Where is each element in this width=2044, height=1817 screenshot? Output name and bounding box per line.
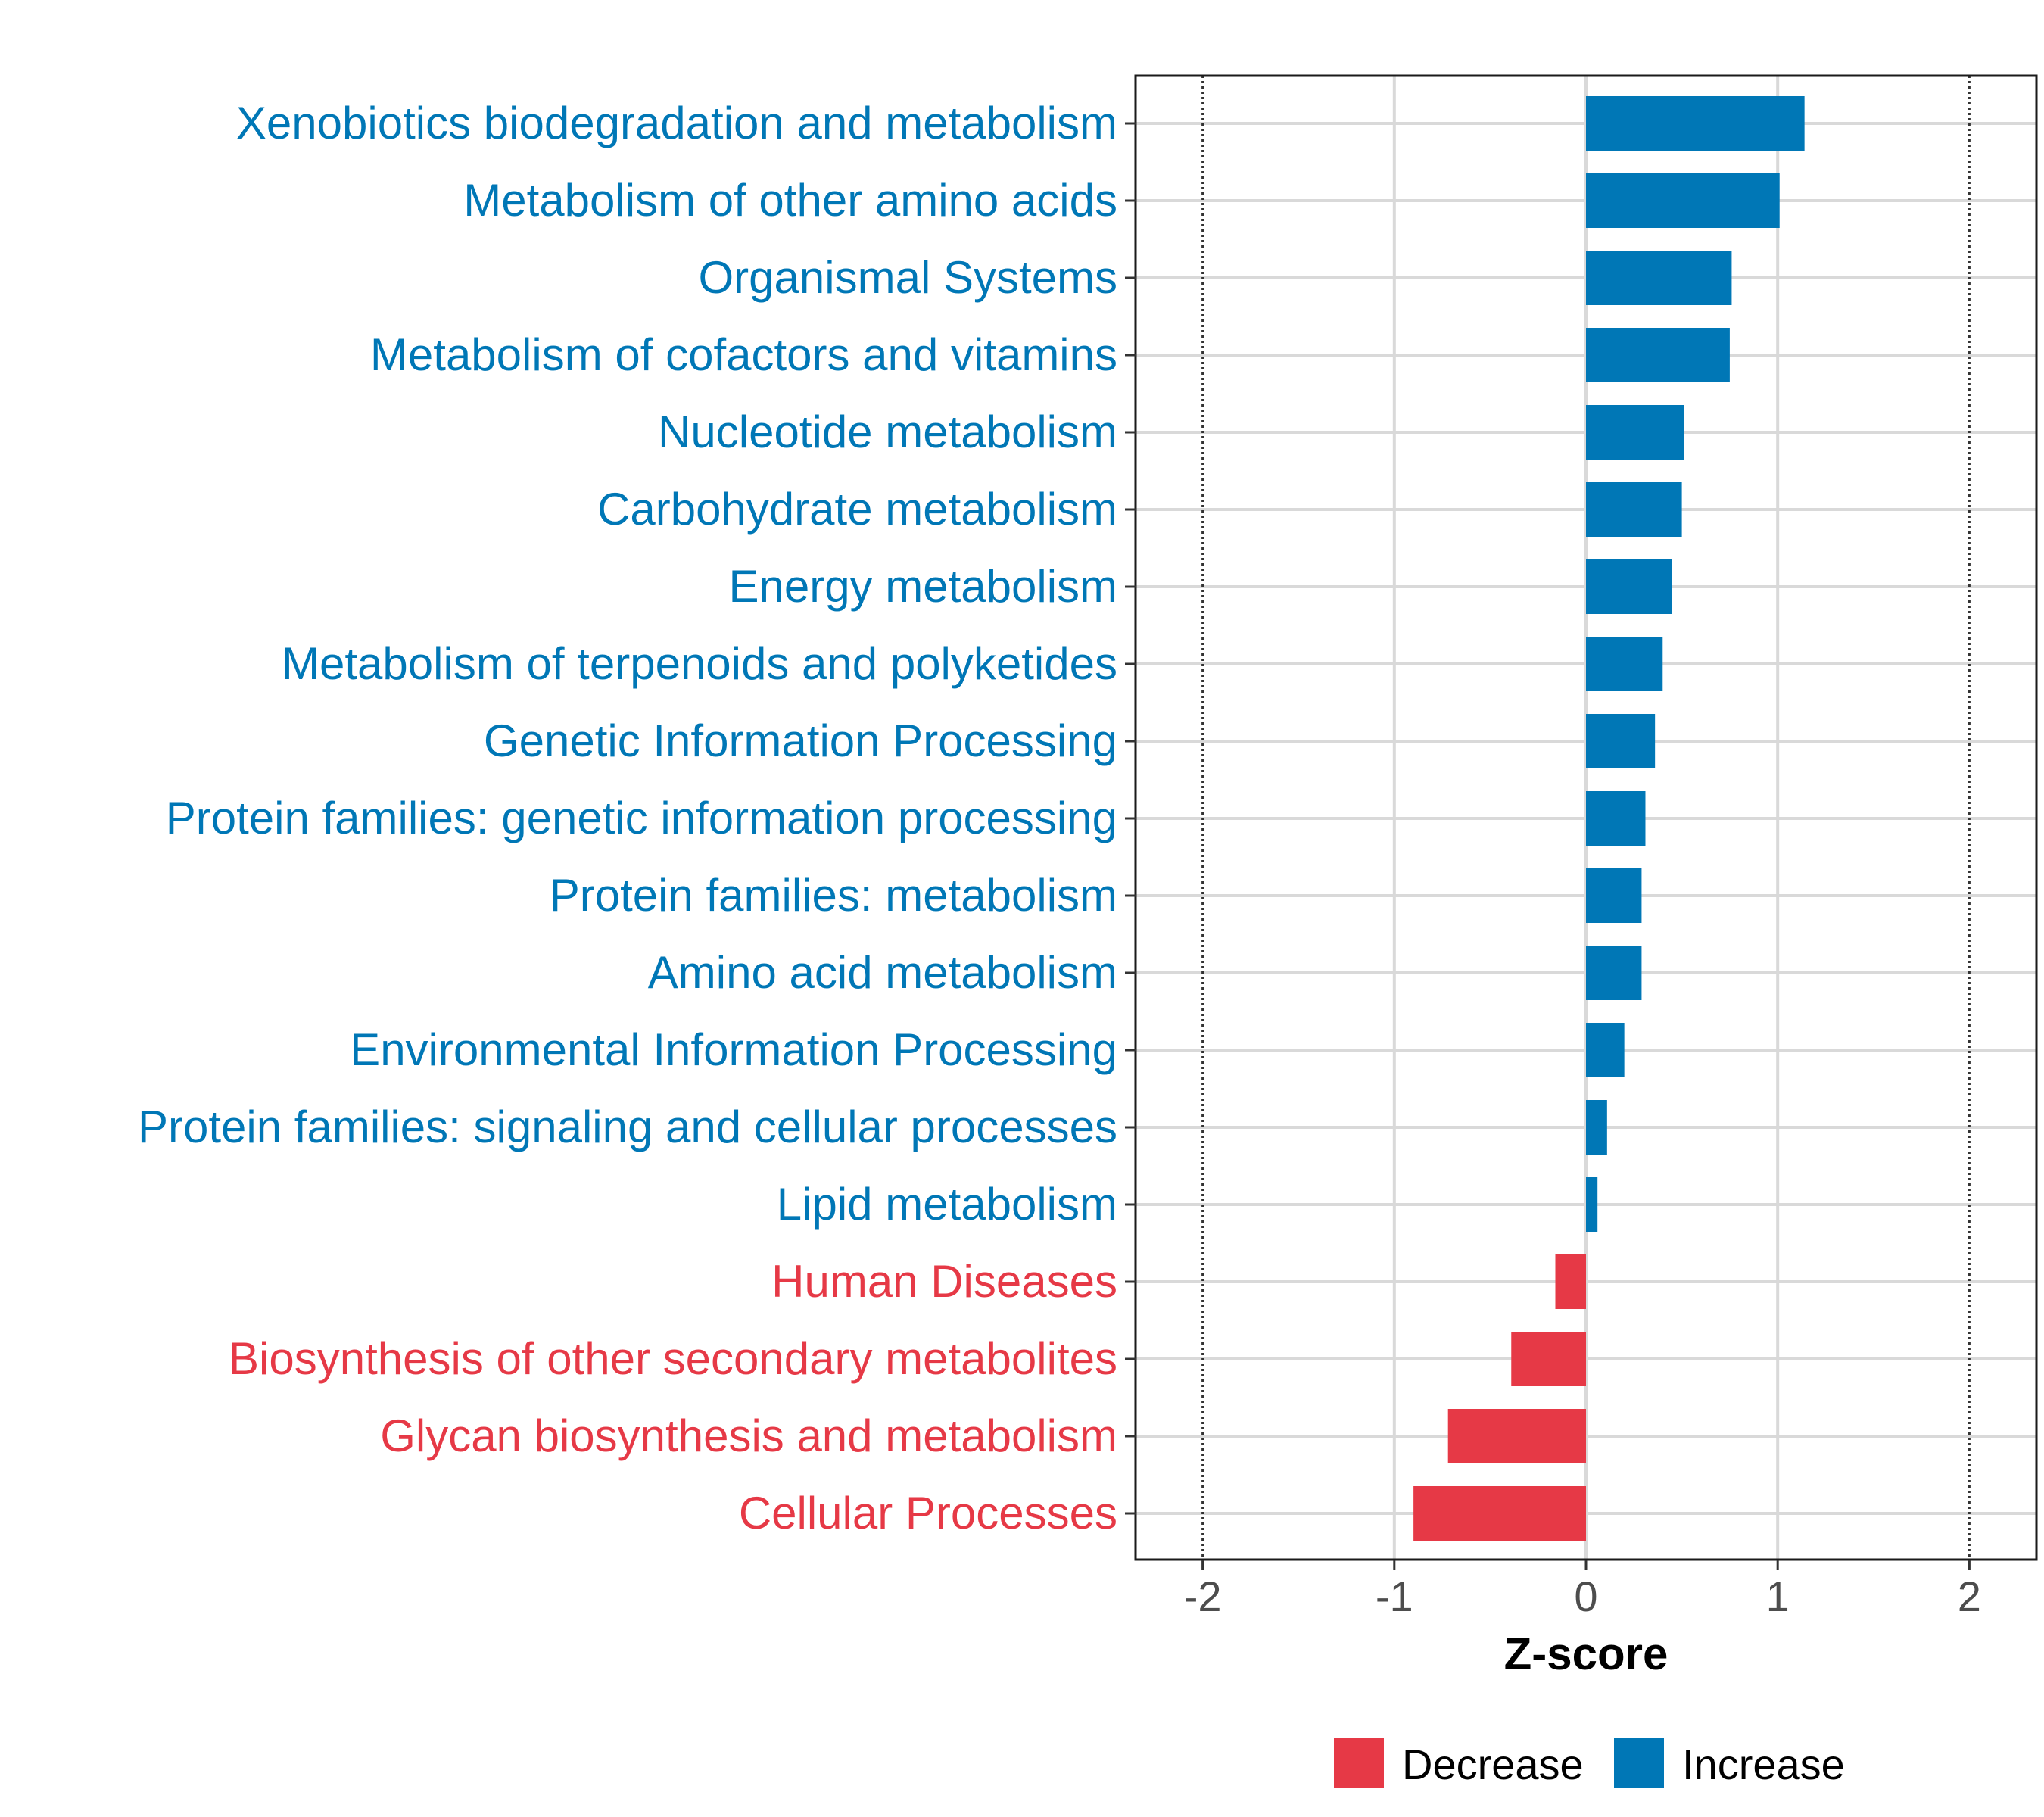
y-tick-label: Organismal Systems: [699, 252, 1117, 303]
legend-swatch-increase: [1614, 1738, 1664, 1788]
x-tick-label: 1: [1766, 1572, 1790, 1620]
y-tick-label: Metabolism of cofactors and vitamins: [370, 329, 1117, 380]
bar: [1447, 1409, 1586, 1463]
y-tick-label: Metabolism of terpenoids and polyketides: [282, 638, 1117, 689]
bar: [1413, 1486, 1586, 1541]
y-tick-label: Nucleotide metabolism: [658, 407, 1117, 457]
x-tick-label: -1: [1376, 1572, 1413, 1620]
y-tick-label: Protein families: metabolism: [550, 870, 1117, 921]
y-tick-label: Carbohydrate metabolism: [597, 484, 1117, 535]
x-tick-label: 0: [1574, 1572, 1597, 1620]
legend-label-increase: Increase: [1682, 1741, 1845, 1788]
bar: [1555, 1254, 1586, 1309]
y-tick-label: Metabolism of other amino acids: [463, 175, 1117, 226]
bar: [1586, 714, 1656, 768]
bar: [1586, 328, 1730, 382]
y-tick-label: Energy metabolism: [728, 561, 1117, 612]
y-tick-label: Cellular Processes: [739, 1488, 1117, 1538]
y-tick-label: Protein families: signaling and cellular…: [138, 1102, 1117, 1152]
y-tick-label: Human Diseases: [771, 1256, 1117, 1307]
y-tick-label: Genetic Information Processing: [484, 715, 1117, 766]
y-tick-label: Glycan biosynthesis and metabolism: [380, 1410, 1117, 1461]
y-tick-label: Amino acid metabolism: [648, 947, 1117, 998]
bar: [1511, 1332, 1586, 1386]
y-axis: Xenobiotics biodegradation and metabolis…: [138, 98, 1136, 1538]
x-tick-label: 2: [1958, 1572, 1981, 1620]
bar: [1586, 1177, 1598, 1232]
legend-label-decrease: Decrease: [1402, 1741, 1584, 1788]
bar: [1586, 251, 1732, 305]
x-tick-label: -2: [1184, 1572, 1222, 1620]
bar: [1586, 405, 1684, 460]
y-tick-label: Environmental Information Processing: [350, 1024, 1117, 1075]
x-axis-title: Z-score: [1504, 1628, 1669, 1679]
bar: [1586, 946, 1642, 1000]
bar: [1586, 637, 1663, 691]
bar: [1586, 173, 1780, 228]
bar: [1586, 868, 1642, 923]
bar: [1586, 791, 1646, 846]
y-tick-label: Xenobiotics biodegradation and metabolis…: [236, 98, 1117, 148]
bar: [1586, 482, 1682, 537]
bar: [1586, 96, 1805, 151]
bar: [1586, 559, 1672, 614]
y-tick-label: Protein families: genetic information pr…: [166, 793, 1117, 843]
y-tick-label: Lipid metabolism: [777, 1179, 1117, 1230]
bars: [1413, 96, 1805, 1541]
legend: Decrease Increase: [1334, 1738, 1845, 1788]
bar: [1586, 1023, 1625, 1077]
bar: [1586, 1100, 1607, 1155]
x-axis: -2 -1 0 1 2: [1184, 1560, 1981, 1620]
y-tick-label: Biosynthesis of other secondary metaboli…: [229, 1333, 1117, 1384]
legend-swatch-decrease: [1334, 1738, 1384, 1788]
